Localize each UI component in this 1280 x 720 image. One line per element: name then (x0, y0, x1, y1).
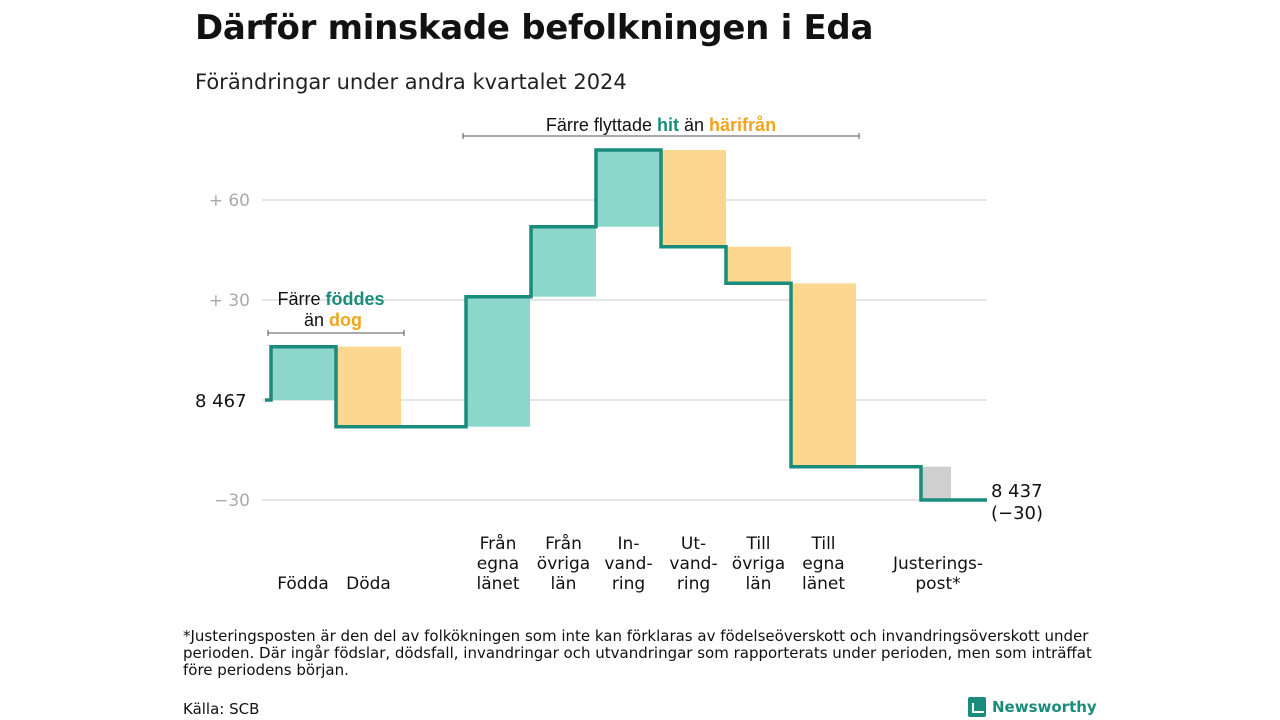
category-label: Födda (277, 574, 329, 594)
y-axis-ticks: + 60 + 30 −30 (209, 191, 250, 511)
bar-adjust (921, 466, 951, 500)
births-annotation-line2: än dog (304, 310, 362, 330)
start-value-label: 8 467 (195, 391, 247, 412)
cumulative-step-line (265, 148, 987, 502)
category-label: In- (618, 534, 640, 554)
category-label: vand- (669, 554, 717, 574)
y-tick-label: + 30 (209, 291, 250, 311)
end-change-label: (−30) (991, 503, 1043, 524)
category-label: län (551, 574, 577, 594)
category-label: Ut- (681, 534, 706, 554)
bar-out (336, 346, 401, 427)
category-label: Döda (346, 574, 391, 594)
category-label: länet (476, 574, 519, 594)
migration-bracket (462, 133, 860, 139)
bar-out (791, 283, 856, 467)
category-label: länet (802, 574, 845, 594)
bar-out (661, 150, 726, 247)
brand-name: Newsworthy (992, 698, 1097, 716)
end-value-label: 8 437 (991, 481, 1043, 502)
chart-title: Därför minskade befolkningen i Eda (195, 8, 874, 48)
newsworthy-brand: Newsworthy (968, 697, 1097, 717)
y-tick-label: + 60 (209, 191, 250, 211)
category-label: egna (477, 554, 519, 574)
category-label: ring (612, 574, 645, 594)
category-label: övriga (732, 554, 785, 574)
category-label: Från (545, 533, 582, 554)
bar-in (466, 296, 530, 427)
births-annotation-fodde: föddes (326, 289, 385, 309)
migration-annotation-mid: än (684, 115, 704, 135)
category-label: län (746, 574, 772, 594)
births-annotation-dog: dog (329, 310, 362, 330)
chart-subtitle: Förändringar under andra kvartalet 2024 (195, 70, 627, 94)
bar-in (531, 226, 596, 297)
migration-annotation-pre: Färre flyttade (546, 115, 652, 135)
bar-in (596, 150, 661, 227)
source-label: Källa: SCB (183, 700, 260, 718)
migration-annotation: Färre flyttade hit än härifrån (546, 115, 776, 135)
category-label: övriga (537, 554, 590, 574)
category-label: vand- (604, 554, 652, 574)
category-labels: Födda DödaFrånegnalänetFrånövrigalänIn-va… (277, 533, 983, 594)
y-tick-label: −30 (214, 491, 250, 511)
waterfall-chart: + 60+ 30−30 Födda DödaFrånegnalänetFrånöv… (195, 115, 1043, 594)
category-label: Justerings- (892, 554, 983, 574)
migration-annotation-hit: hit (657, 115, 679, 135)
bar-out (726, 246, 791, 284)
category-label: egna (802, 554, 844, 574)
category-label: ring (677, 574, 710, 594)
births-annotation-an: än (304, 310, 324, 330)
category-label: Till (810, 534, 835, 554)
newsworthy-logo-icon (968, 697, 986, 717)
category-label: post* (915, 574, 960, 594)
footnote: *Justeringsposten är den del av folkökni… (183, 627, 1092, 679)
births-annotation-line1: Färre föddes (277, 289, 384, 309)
category-label: Från (480, 533, 517, 554)
category-label: Till (745, 534, 770, 554)
migration-annotation-harifran: härifrån (709, 115, 776, 135)
bar-in (271, 346, 335, 400)
births-bracket (267, 330, 405, 336)
bars (271, 150, 951, 500)
births-annotation-pre: Färre (277, 289, 320, 309)
